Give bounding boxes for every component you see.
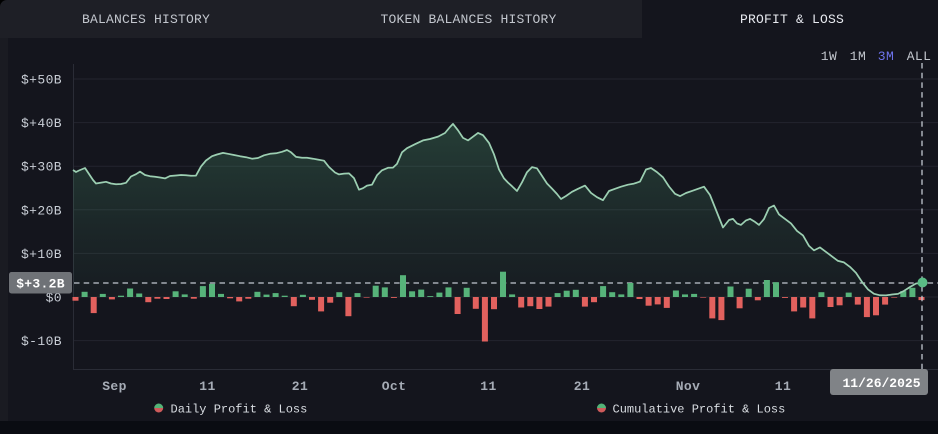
svg-text:21: 21 xyxy=(292,379,308,394)
svg-text:21: 21 xyxy=(574,379,590,394)
svg-text:ALL: ALL xyxy=(907,49,932,64)
svg-text:$+40B: $+40B xyxy=(21,116,62,131)
svg-text:11: 11 xyxy=(199,379,215,394)
svg-text:3M: 3M xyxy=(878,49,894,64)
svg-text:1M: 1M xyxy=(850,49,866,64)
svg-text:$+20B: $+20B xyxy=(21,203,62,218)
svg-text:Cumulative Profit & Loss: Cumulative Profit & Loss xyxy=(613,403,786,417)
svg-text:$-10B: $-10B xyxy=(21,334,62,349)
svg-text:11: 11 xyxy=(775,379,791,394)
svg-text:$+10B: $+10B xyxy=(21,247,62,262)
svg-text:11/26/2025: 11/26/2025 xyxy=(842,376,920,391)
svg-text:$+30B: $+30B xyxy=(21,160,62,175)
svg-text:Sep: Sep xyxy=(102,379,127,394)
svg-text:$0: $0 xyxy=(46,291,62,306)
svg-text:Oct: Oct xyxy=(382,379,407,394)
svg-text:11: 11 xyxy=(480,379,496,394)
svg-text:Daily Profit & Loss: Daily Profit & Loss xyxy=(171,403,308,417)
svg-text:$+50B: $+50B xyxy=(21,73,62,88)
svg-text:$+3.2B: $+3.2B xyxy=(16,277,65,292)
svg-text:1W: 1W xyxy=(821,49,837,64)
svg-text:Nov: Nov xyxy=(676,379,701,394)
